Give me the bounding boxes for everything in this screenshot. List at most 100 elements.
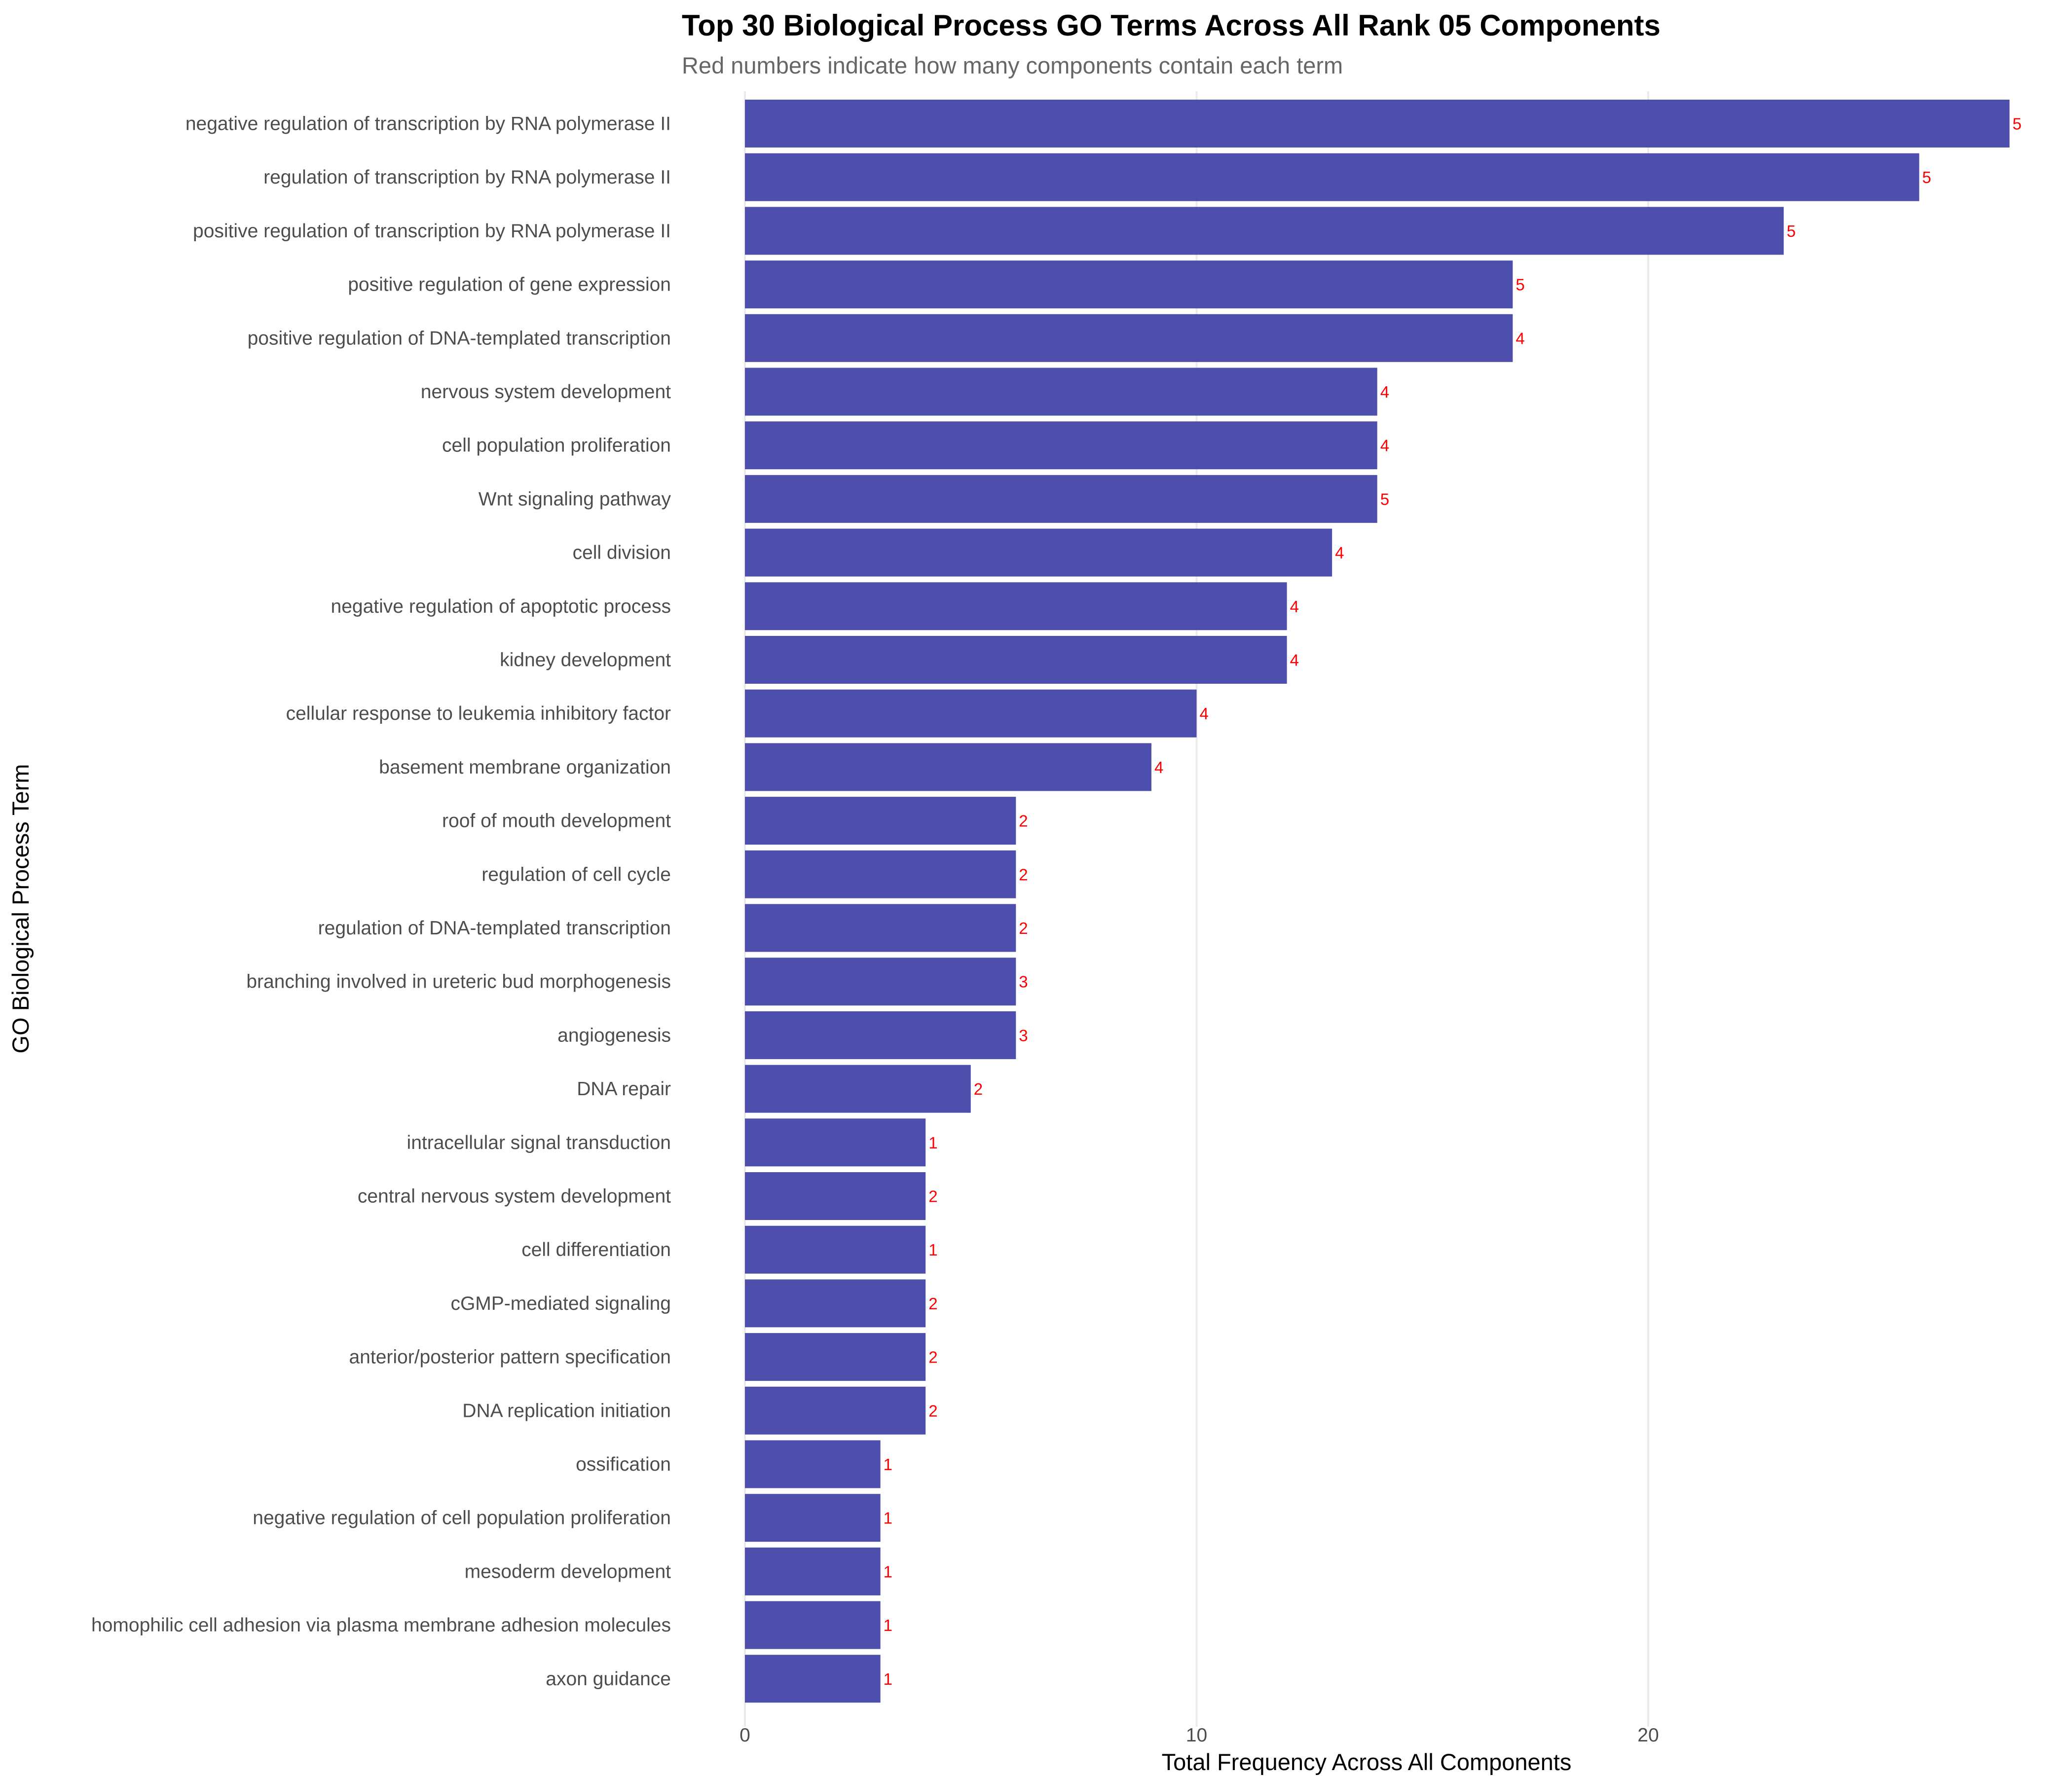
- bar: [745, 314, 1513, 362]
- count-label: 3: [1019, 1026, 1028, 1044]
- chart-title: Top 30 Biological Process GO Terms Acros…: [682, 9, 1661, 42]
- y-tick-label: cellular response to leukemia inhibitory…: [286, 703, 671, 724]
- count-label: 4: [1380, 383, 1389, 401]
- bar: [745, 1225, 926, 1274]
- y-tick-label: cGMP-mediated signaling: [450, 1293, 671, 1314]
- count-label: 4: [1290, 597, 1299, 616]
- bar: [745, 1118, 926, 1167]
- bar: [745, 1386, 926, 1435]
- y-tick-label: positive regulation of transcription by …: [193, 221, 671, 242]
- y-tick-label: DNA repair: [577, 1078, 671, 1100]
- y-axis-labels: negative regulation of transcription by …: [91, 113, 671, 1690]
- count-label: 2: [974, 1080, 983, 1098]
- y-axis-title: GO Biological Process Term: [7, 764, 34, 1054]
- y-tick-label: positive regulation of gene expression: [348, 274, 671, 296]
- count-label: 5: [2012, 115, 2021, 133]
- count-label: 2: [1019, 812, 1028, 830]
- count-label: 4: [1200, 704, 1209, 723]
- y-tick-label: central nervous system development: [358, 1186, 671, 1207]
- bar: [745, 1440, 881, 1488]
- count-label: 5: [1787, 222, 1796, 240]
- bar: [745, 368, 1377, 416]
- bar: [745, 1333, 926, 1381]
- count-label: 1: [884, 1455, 892, 1474]
- bar: [745, 1547, 881, 1595]
- y-tick-label: positive regulation of DNA-templated tra…: [248, 328, 671, 349]
- y-tick-label: intracellular signal transduction: [407, 1132, 671, 1153]
- bar: [745, 1494, 881, 1542]
- x-tick-label: 20: [1637, 1725, 1659, 1746]
- count-label: 4: [1290, 651, 1299, 669]
- count-label: 4: [1335, 544, 1344, 562]
- y-tick-label: cell division: [573, 542, 671, 563]
- x-tick-label: 0: [740, 1725, 750, 1746]
- y-tick-label: roof of mouth development: [442, 811, 671, 832]
- y-tick-label: regulation of cell cycle: [481, 864, 671, 885]
- count-label: 2: [928, 1187, 937, 1206]
- count-label: 4: [1154, 758, 1163, 777]
- bar: [745, 421, 1377, 470]
- count-label: 1: [884, 1670, 892, 1688]
- bar: [745, 1011, 1016, 1059]
- bar: [745, 1655, 881, 1703]
- y-tick-label: angiogenesis: [557, 1025, 671, 1046]
- count-label: 2: [928, 1295, 937, 1313]
- count-label: 1: [884, 1562, 892, 1581]
- count-label: 1: [928, 1241, 937, 1259]
- bar: [745, 850, 1016, 898]
- bar: [745, 100, 2010, 148]
- y-tick-label: cell population proliferation: [442, 435, 671, 456]
- bar: [745, 904, 1016, 952]
- bar: [745, 528, 1332, 577]
- y-tick-label: homophilic cell adhesion via plasma memb…: [91, 1615, 671, 1636]
- bars: [745, 100, 2010, 1703]
- count-label: 1: [928, 1134, 937, 1152]
- count-label: 3: [1019, 973, 1028, 991]
- y-tick-label: basement membrane organization: [379, 757, 671, 778]
- count-label: 2: [928, 1402, 937, 1420]
- y-tick-label: regulation of DNA-templated transcriptio…: [318, 918, 671, 939]
- y-tick-label: negative regulation of transcription by …: [185, 113, 671, 135]
- bar: [745, 689, 1197, 738]
- y-tick-label: negative regulation of apoptotic process: [331, 596, 671, 617]
- x-axis-ticks: 0 10 20: [740, 1725, 1659, 1746]
- y-tick-label: mesoderm development: [465, 1561, 671, 1582]
- count-labels: 5 5 5 5 4 4 4 5 4 4 4 4 4 2 2 2 3 3 2 1 2 1 2 2 2 1 1 1 1 1: [884, 115, 2022, 1688]
- chart-subtitle: Red numbers indicate how many components…: [682, 52, 1343, 78]
- y-tick-label: ossification: [576, 1454, 671, 1475]
- y-tick-label: nervous system development: [421, 381, 671, 403]
- y-tick-label: regulation of transcription by RNA polym…: [263, 167, 671, 188]
- count-label: 2: [1019, 865, 1028, 884]
- bar: [745, 1279, 926, 1328]
- count-label: 5: [1922, 168, 1931, 186]
- count-label: 5: [1516, 276, 1524, 294]
- bar: [745, 743, 1151, 791]
- y-tick-label: negative regulation of cell population p…: [253, 1508, 671, 1529]
- bar: [745, 1065, 971, 1113]
- y-tick-label: anterior/posterior pattern specification: [349, 1347, 671, 1368]
- bar: [745, 207, 1784, 255]
- y-tick-label: DNA replication initiation: [462, 1400, 671, 1421]
- count-label: 4: [1516, 329, 1524, 347]
- y-tick-label: branching involved in ureteric bud morph…: [246, 971, 671, 993]
- bar: [745, 582, 1287, 630]
- x-tick-label: 10: [1186, 1725, 1207, 1746]
- bar: [745, 636, 1287, 684]
- bar: [745, 153, 1920, 201]
- y-tick-label: cell differentiation: [521, 1239, 671, 1260]
- bar: [745, 260, 1513, 309]
- count-label: 2: [1019, 919, 1028, 937]
- x-axis-title: Total Frequency Across All Components: [1162, 1749, 1572, 1775]
- count-label: 5: [1380, 490, 1389, 508]
- count-label: 2: [928, 1348, 937, 1367]
- y-tick-label: axon guidance: [546, 1668, 671, 1690]
- y-tick-label: Wnt signaling pathway: [479, 488, 671, 510]
- bar: [745, 475, 1377, 523]
- count-label: 4: [1380, 437, 1389, 455]
- y-tick-label: kidney development: [500, 650, 671, 671]
- bar: [745, 1172, 926, 1220]
- bar: [745, 1601, 881, 1649]
- bar: [745, 958, 1016, 1006]
- bar: [745, 797, 1016, 845]
